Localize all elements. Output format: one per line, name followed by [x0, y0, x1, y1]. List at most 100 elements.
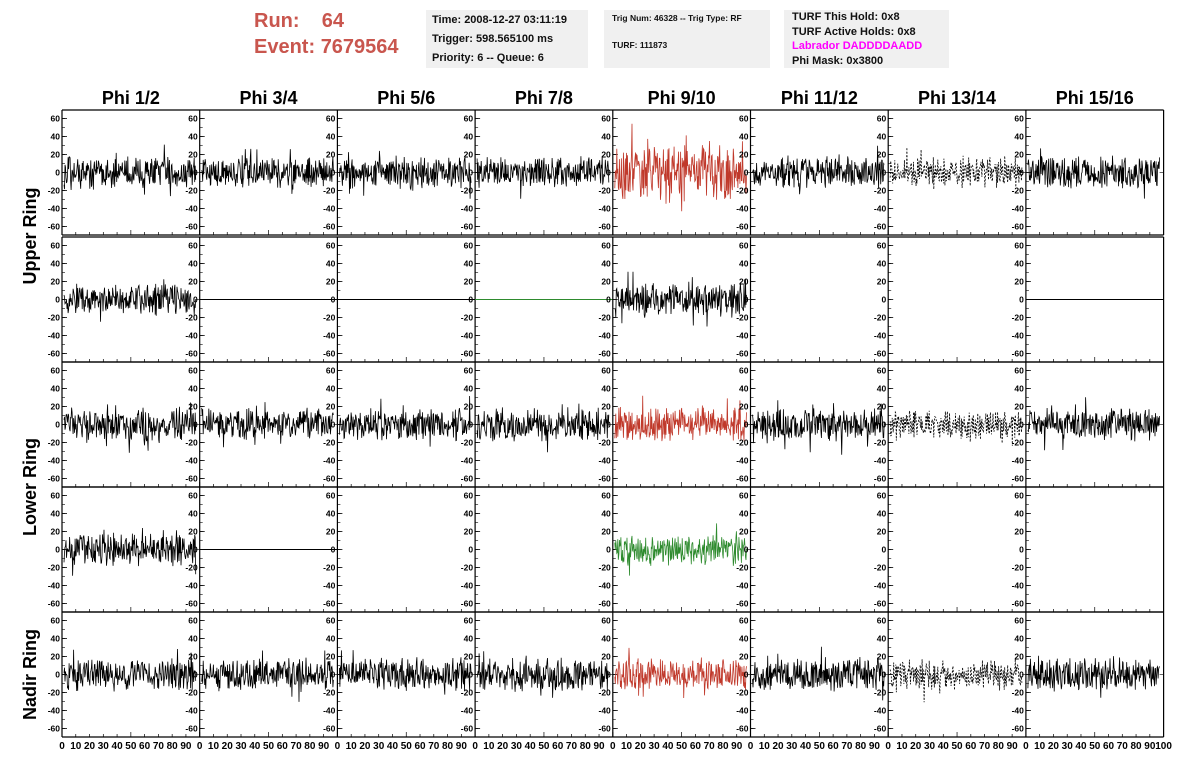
x-tick-label: 70 [566, 741, 578, 752]
y-tick-label: 20 [326, 277, 336, 287]
y-tick-label: 60 [877, 114, 887, 124]
x-tick-label: 80 [993, 741, 1005, 752]
y-tick-label: -60 [736, 724, 749, 734]
y-tick-label: -20 [874, 313, 887, 323]
trace-line [476, 156, 610, 199]
y-tick-label: -40 [461, 456, 474, 466]
y-tick-label: 20 [601, 527, 611, 537]
x-tick-label: 60 [828, 741, 840, 752]
x-tick-label: 60 [965, 741, 977, 752]
y-tick-label: 20 [326, 150, 336, 160]
y-tick-label: -20 [599, 313, 612, 323]
x-tick-label: 40 [938, 741, 950, 752]
y-tick-label: -20 [323, 438, 336, 448]
y-tick-label: -20 [461, 313, 474, 323]
y-tick-label: -60 [323, 599, 336, 609]
x-tick-label: 40 [662, 741, 674, 752]
x-tick-label: 0 [610, 741, 616, 752]
y-tick-label: -60 [461, 222, 474, 232]
trace-line [63, 402, 197, 453]
y-tick-label: -20 [323, 186, 336, 196]
trace-line [752, 145, 885, 195]
x-tick-label: 90 [1144, 741, 1156, 752]
column-header: Phi 5/6 [377, 88, 435, 108]
y-tick-label: -20 [599, 688, 612, 698]
y-tick-label: 40 [326, 259, 336, 269]
x-tick-label: 0 [197, 741, 203, 752]
y-tick-label: 20 [877, 402, 887, 412]
y-tick-label: 20 [877, 652, 887, 662]
x-tick-label: 20 [1048, 741, 1060, 752]
y-tick-label: 20 [326, 527, 336, 537]
y-tick-label: -40 [874, 706, 887, 716]
y-tick-label: -60 [874, 222, 887, 232]
y-tick-label: 20 [601, 652, 611, 662]
y-tick-label: 40 [188, 384, 198, 394]
row-label: Lower Ring [20, 438, 40, 536]
y-tick-label: -40 [461, 331, 474, 341]
turf-active-holds-text: TURF Active Holds: 0x8 [792, 25, 916, 38]
y-tick-label: 0 [331, 545, 336, 555]
y-tick-label: 40 [51, 509, 61, 519]
y-tick-label: 60 [739, 616, 749, 626]
x-tick-label: 20 [222, 741, 234, 752]
run-row: Run: 64 [254, 8, 399, 34]
y-tick-label: -20 [736, 186, 749, 196]
y-tick-label: -20 [874, 186, 887, 196]
y-tick-label: -60 [599, 724, 612, 734]
y-tick-label: -40 [1012, 456, 1025, 466]
y-tick-label: -20 [599, 186, 612, 196]
y-tick-label: 0 [881, 295, 886, 305]
y-tick-label: 20 [739, 402, 749, 412]
x-tick-label: 40 [249, 741, 261, 752]
y-tick-label: -60 [185, 222, 198, 232]
y-tick-label: 20 [877, 150, 887, 160]
y-tick-label: -40 [874, 456, 887, 466]
y-tick-label: 60 [188, 491, 198, 501]
row-label: Upper Ring [20, 188, 40, 285]
y-tick-label: 60 [464, 241, 474, 251]
y-tick-label: 60 [601, 491, 611, 501]
trace-line [889, 410, 1023, 446]
trace-line [752, 646, 885, 701]
trace-line [63, 279, 197, 322]
x-tick-label: 10 [70, 741, 82, 752]
y-tick-label: 20 [464, 652, 474, 662]
y-tick-label: 20 [1014, 150, 1024, 160]
y-tick-label: 0 [881, 168, 886, 178]
x-tick-label: 80 [1130, 741, 1142, 752]
y-tick-label: -40 [461, 204, 474, 214]
y-tick-label: 20 [188, 150, 198, 160]
y-tick-label: -40 [736, 456, 749, 466]
y-tick-label: 0 [881, 670, 886, 680]
x-tick-label: 0 [748, 741, 754, 752]
y-tick-label: 40 [326, 384, 336, 394]
y-tick-label: -40 [874, 581, 887, 591]
y-tick-label: 40 [601, 384, 611, 394]
y-tick-label: -40 [185, 331, 198, 341]
time-info-box: Time: 2008-12-27 03:11:19 Trigger: 598.5… [426, 10, 588, 68]
x-tick-label: 30 [235, 741, 247, 752]
x-tick-label: 50 [538, 741, 550, 752]
y-tick-label: -40 [48, 204, 61, 214]
turf-this-hold-text: TURF This Hold: 0x8 [792, 11, 900, 23]
y-tick-label: -60 [736, 349, 749, 359]
y-tick-label: -40 [323, 581, 336, 591]
y-tick-label: 0 [606, 670, 611, 680]
y-tick-label: 40 [188, 259, 198, 269]
y-tick-label: 20 [1014, 652, 1024, 662]
y-tick-label: -20 [185, 688, 198, 698]
y-tick-label: 0 [468, 168, 473, 178]
y-tick-label: -20 [48, 688, 61, 698]
priority-text: Priority: 6 -- Queue: 6 [432, 52, 544, 64]
turf-info-box: TURF This Hold: 0x8 TURF Active Holds: 0… [784, 10, 949, 68]
y-tick-label: -60 [461, 474, 474, 484]
y-tick-label: 20 [464, 277, 474, 287]
x-tick-label: 80 [580, 741, 592, 752]
y-tick-label: 20 [601, 277, 611, 287]
y-tick-label: 60 [326, 491, 336, 501]
y-tick-label: -40 [1012, 581, 1025, 591]
y-tick-label: 0 [606, 295, 611, 305]
y-tick-label: -40 [1012, 706, 1025, 716]
y-tick-label: -60 [185, 724, 198, 734]
